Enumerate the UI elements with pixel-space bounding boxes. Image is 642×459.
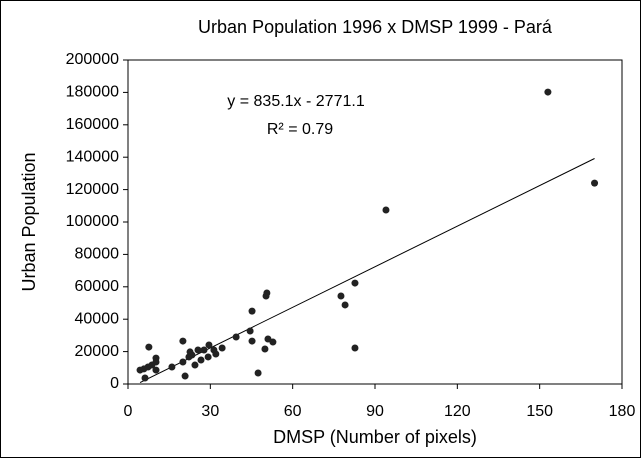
data-point (188, 351, 196, 359)
x-axis-label: DMSP (Number of pixels) (273, 427, 477, 447)
data-point (168, 363, 176, 371)
trendline (139, 158, 595, 383)
y-tick-label: 20000 (75, 343, 120, 360)
data-point (232, 333, 240, 341)
data-point (181, 372, 189, 380)
data-point (591, 179, 599, 187)
x-tick-label: 150 (526, 403, 553, 420)
y-tick-label: 80000 (75, 246, 120, 263)
data-point (179, 358, 187, 366)
data-point (179, 337, 187, 345)
x-tick-label: 0 (124, 403, 133, 420)
y-axis-label: Urban Population (19, 152, 39, 291)
data-point (269, 338, 277, 346)
data-point (351, 344, 359, 352)
x-tick-label: 30 (201, 403, 219, 420)
x-tick-label: 120 (444, 403, 471, 420)
y-tick-label: 200000 (66, 51, 119, 68)
data-point (204, 353, 212, 361)
y-tick-label: 120000 (66, 181, 119, 198)
data-point (544, 88, 552, 96)
data-point (341, 301, 349, 309)
data-point (261, 345, 269, 353)
data-point (145, 343, 153, 351)
data-point (191, 361, 199, 369)
data-point (248, 307, 256, 315)
data-point (351, 279, 359, 287)
data-point (263, 289, 271, 297)
data-point (152, 358, 160, 366)
y-tick-label: 140000 (66, 148, 119, 165)
data-point (194, 346, 202, 354)
data-point (152, 366, 160, 374)
y-tick-label: 180000 (66, 84, 119, 101)
data-point (382, 206, 390, 214)
data-point (197, 356, 205, 364)
y-tick-label: 160000 (66, 116, 119, 133)
data-point (218, 344, 226, 352)
x-tick-label: 180 (609, 403, 636, 420)
data-point (248, 337, 256, 345)
y-tick-label: 0 (110, 375, 119, 392)
chart-title: Urban Population 1996 x DMSP 1999 - Pará (198, 17, 553, 37)
data-point (205, 341, 213, 349)
data-point (254, 369, 262, 377)
data-point (246, 327, 254, 335)
data-point (212, 350, 220, 358)
x-tick-label: 60 (284, 403, 302, 420)
x-tick-label: 90 (366, 403, 384, 420)
trendline-r2: R² = 0.79 (267, 121, 333, 138)
y-tick-label: 40000 (75, 310, 120, 327)
trendline-equation: y = 835.1x - 2771.1 (227, 93, 365, 110)
y-tick-label: 100000 (66, 213, 119, 230)
data-point (337, 292, 345, 300)
y-tick-label: 60000 (75, 278, 120, 295)
data-point (141, 374, 149, 382)
data-point (200, 346, 208, 354)
